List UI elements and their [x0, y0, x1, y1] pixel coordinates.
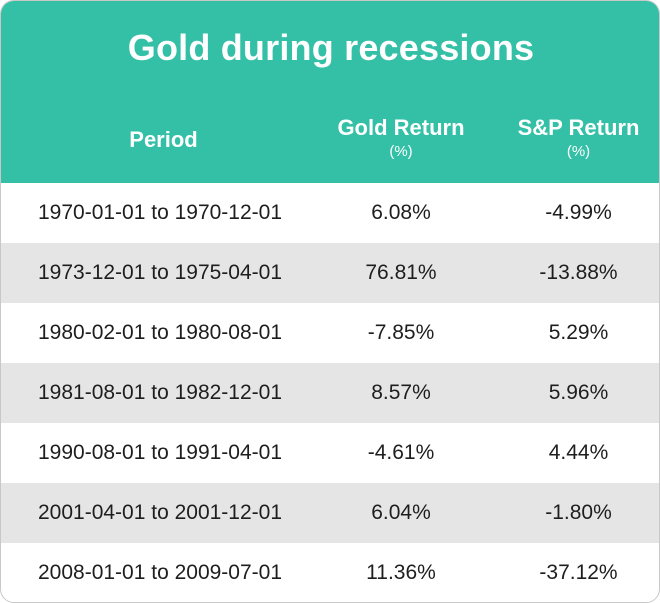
sp-return-cell: -37.12%: [539, 561, 618, 584]
period-cell: 1990-08-01 to 1991-04-01: [37, 441, 283, 464]
period-cell: 1973-12-01 to 1975-04-01: [37, 261, 283, 284]
column-header-sp-label: S&P Return: [517, 115, 640, 140]
column-header-period-label: Period: [129, 127, 198, 152]
sp-return-cell: -4.99%: [545, 201, 612, 224]
period-cell: 2001-04-01 to 2001-12-01: [37, 501, 283, 524]
table-row: 1981-08-01 to 1982-12-01 8.57% 5.96%: [1, 363, 659, 423]
period-cell: 1980-02-01 to 1980-08-01: [37, 321, 283, 344]
column-header-period: Period: [61, 127, 266, 153]
table-body: 1970-01-01 to 1970-12-01 6.08% -4.99% 19…: [1, 183, 659, 602]
table-row: 2001-04-01 to 2001-12-01 6.04% -1.80%: [1, 483, 659, 543]
table-row: 1973-12-01 to 1975-04-01 76.81% -13.88%: [1, 243, 659, 303]
column-header-gold-label: Gold Return: [337, 115, 465, 140]
sp-return-cell: 5.96%: [548, 381, 609, 404]
column-header-sp-return: S&P Return (%): [496, 115, 659, 160]
period-cell: 2008-01-01 to 2009-07-01: [37, 561, 283, 584]
sp-return-cell: 4.44%: [548, 441, 609, 464]
gold-return-cell: 76.81%: [365, 261, 437, 284]
column-header-gold-return: Gold Return (%): [321, 115, 481, 160]
table-row: 1980-02-01 to 1980-08-01 -7.85% 5.29%: [1, 303, 659, 363]
gold-return-cell: 6.04%: [371, 501, 431, 524]
period-cell: 1970-01-01 to 1970-12-01: [37, 201, 283, 224]
gold-return-cell: -7.85%: [367, 321, 435, 344]
gold-return-cell: 6.08%: [371, 201, 431, 224]
sp-return-cell: -1.80%: [545, 501, 612, 524]
gold-return-cell: 11.36%: [366, 561, 436, 584]
column-header-sp-unit: (%): [566, 143, 591, 160]
table-row: 2008-01-01 to 2009-07-01 11.36% -37.12%: [1, 543, 659, 602]
period-cell: 1981-08-01 to 1982-12-01: [37, 381, 283, 404]
table-title: Gold during recessions: [127, 27, 535, 68]
sp-return-cell: -13.88%: [539, 261, 618, 284]
gold-return-cell: 8.57%: [371, 381, 431, 404]
sp-return-cell: 5.29%: [548, 321, 609, 344]
table-row: 1990-08-01 to 1991-04-01 -4.61% 4.44%: [1, 423, 659, 483]
gold-return-cell: -4.61%: [367, 441, 435, 464]
table-header: Gold during recessions Period Gold Retur…: [1, 1, 659, 183]
column-header-gold-unit: (%): [389, 143, 413, 160]
table-row: 1970-01-01 to 1970-12-01 6.08% -4.99%: [1, 183, 659, 243]
